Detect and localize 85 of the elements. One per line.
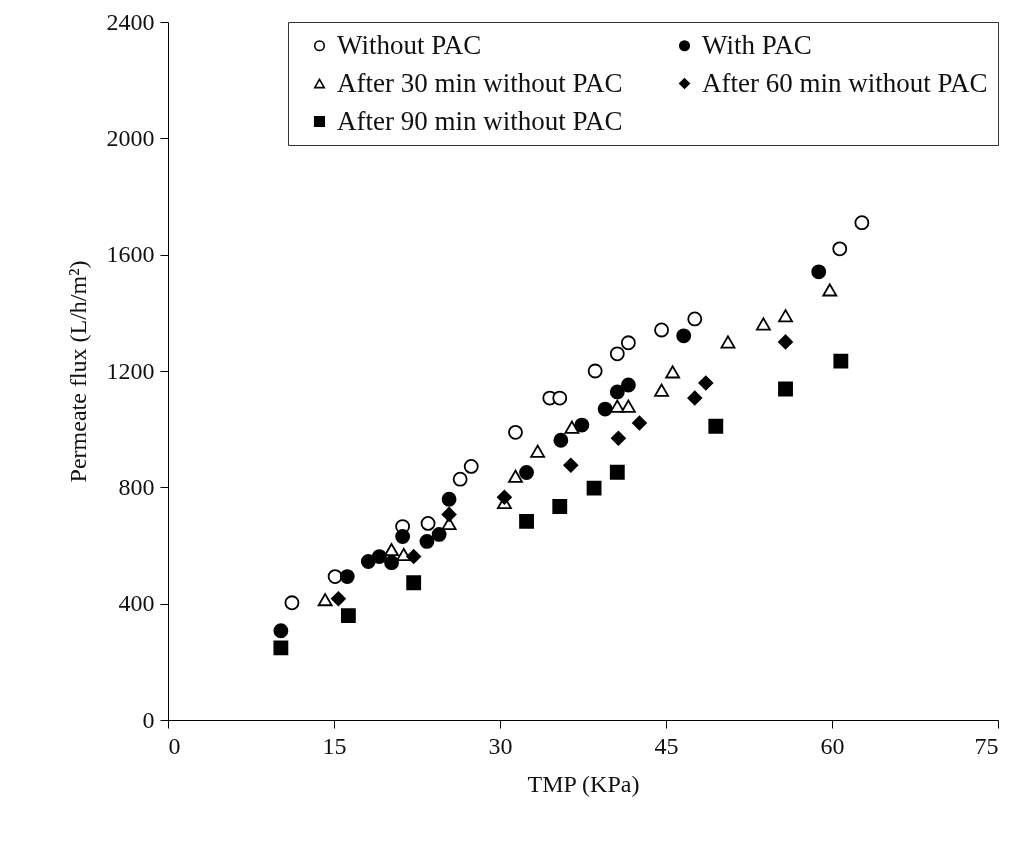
legend-label: After 30 min without PAC — [337, 67, 623, 98]
point — [676, 328, 692, 344]
point — [406, 575, 422, 591]
y-tick-label: 1600 — [106, 241, 155, 268]
point — [586, 480, 602, 496]
point — [687, 311, 703, 327]
point — [720, 335, 736, 349]
legend-label: After 90 min without PAC — [337, 105, 623, 136]
point — [654, 322, 669, 338]
point — [406, 549, 422, 564]
x-axis-title: TMP (KPa) — [527, 770, 640, 797]
legend-label: After 60 min without PAC — [702, 67, 988, 98]
point — [371, 549, 387, 564]
point — [833, 353, 849, 369]
y-tick-label: 1200 — [106, 357, 155, 384]
point — [395, 529, 411, 544]
point — [497, 489, 512, 505]
point — [317, 593, 333, 607]
point — [778, 334, 793, 350]
point — [609, 384, 625, 400]
x-tick-label: 15 — [322, 732, 347, 759]
point — [284, 595, 300, 611]
point — [698, 375, 714, 391]
point — [396, 547, 412, 562]
point — [778, 381, 793, 397]
point — [360, 554, 376, 569]
point — [441, 506, 457, 522]
point — [463, 458, 479, 474]
point — [563, 457, 579, 473]
point — [452, 471, 468, 487]
point — [609, 464, 625, 480]
point — [609, 346, 625, 362]
point — [339, 569, 355, 585]
point — [811, 264, 827, 280]
point — [687, 390, 703, 406]
point — [832, 241, 848, 257]
point — [620, 399, 636, 413]
point — [610, 430, 626, 446]
point — [431, 527, 447, 542]
point — [331, 591, 346, 607]
y-tick-label: 2000 — [106, 124, 155, 151]
point — [609, 399, 625, 413]
x-tick-label: 75 — [974, 732, 999, 759]
point — [508, 469, 523, 483]
point — [755, 317, 771, 331]
point — [822, 283, 838, 297]
point — [632, 415, 647, 431]
legend-label: With PAC — [702, 29, 812, 60]
point — [552, 390, 568, 406]
y-tick-label: 2400 — [106, 8, 155, 35]
point — [384, 555, 399, 571]
point — [708, 418, 724, 434]
y-tick-label: 800 — [118, 473, 155, 500]
point — [597, 401, 613, 417]
point — [273, 623, 289, 639]
point — [420, 515, 436, 531]
point — [854, 215, 870, 231]
point — [620, 335, 636, 351]
point — [327, 569, 343, 585]
point — [665, 365, 681, 379]
point — [553, 432, 569, 448]
point — [419, 534, 435, 549]
point — [552, 499, 568, 514]
point — [778, 309, 793, 323]
x-tick-label: 45 — [654, 732, 679, 759]
point — [508, 424, 523, 440]
x-tick-label: 0 — [168, 732, 181, 759]
point — [564, 420, 580, 434]
point — [519, 465, 534, 480]
point — [654, 383, 669, 397]
x-tick-label: 60 — [820, 732, 845, 759]
point — [340, 608, 356, 624]
point — [574, 417, 590, 433]
point — [620, 377, 636, 393]
point — [384, 543, 399, 557]
point — [587, 363, 603, 379]
y-tick-label: 400 — [118, 590, 155, 617]
point — [441, 491, 457, 507]
point — [519, 513, 534, 529]
point — [273, 640, 289, 656]
y-axis-title: Permeate flux (L/h/m²) — [64, 260, 91, 483]
point — [530, 444, 546, 458]
x-tick-label: 30 — [488, 732, 513, 759]
legend-label: Without PAC — [337, 29, 482, 60]
y-tick-label: 0 — [142, 706, 155, 733]
